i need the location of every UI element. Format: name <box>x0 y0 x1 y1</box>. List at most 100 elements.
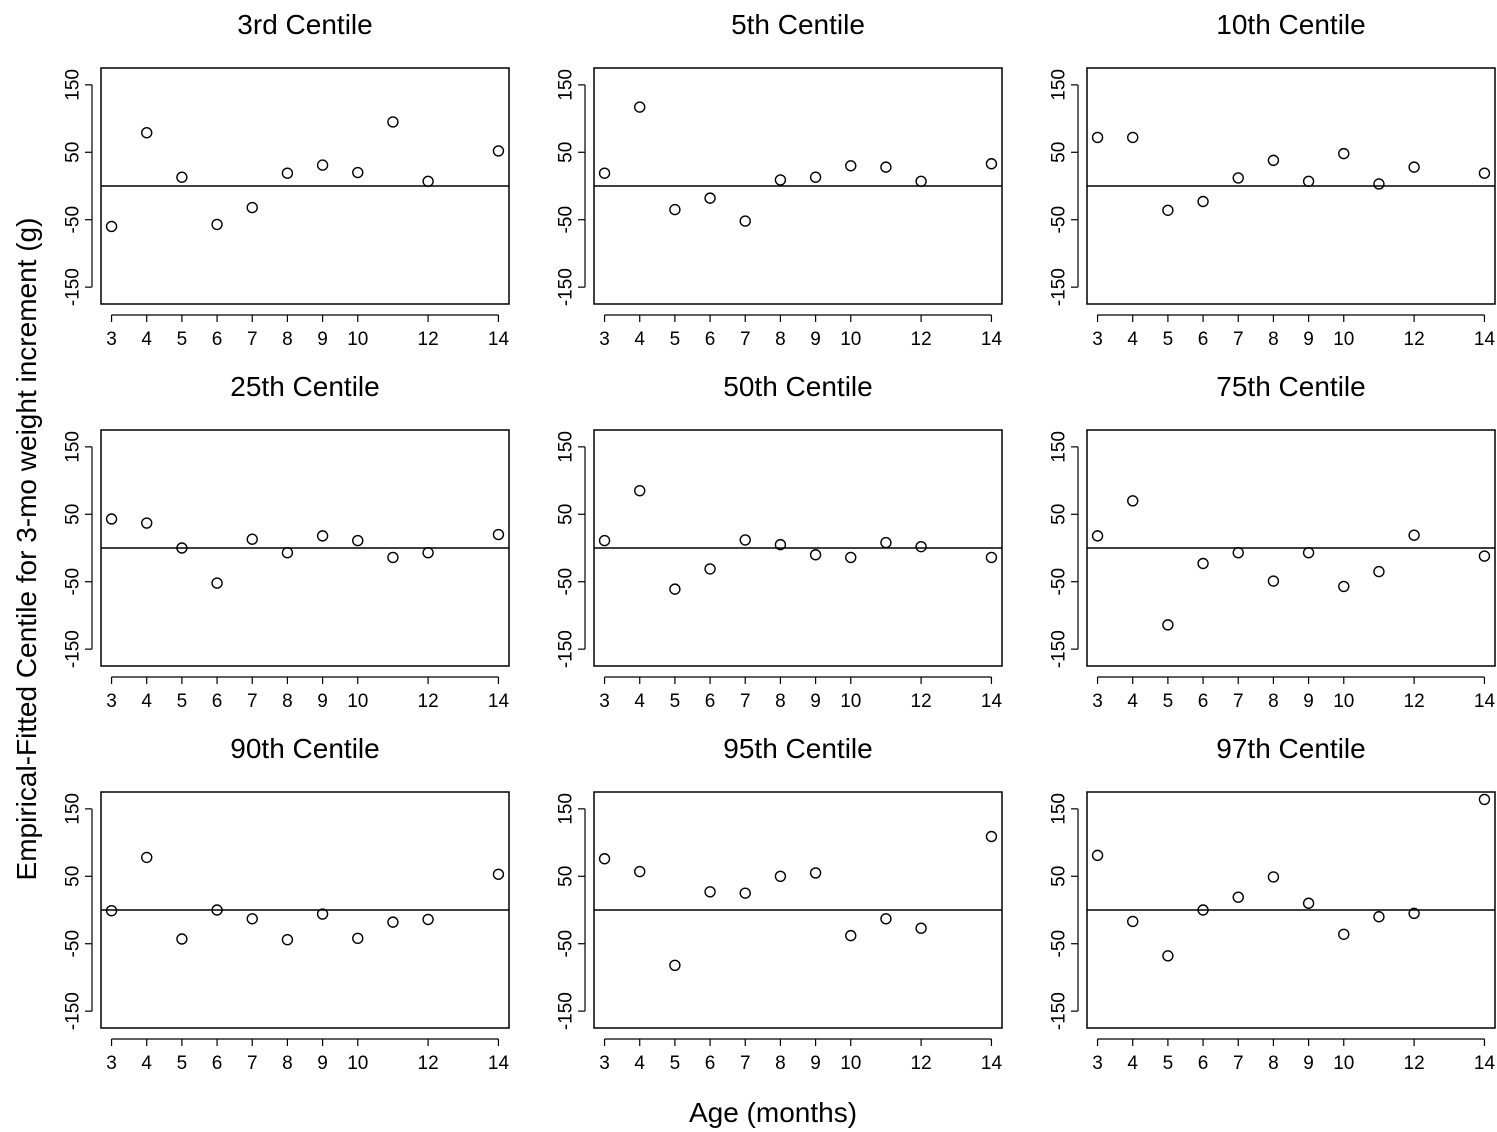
data-point <box>387 551 399 564</box>
x-tick-label: 6 <box>705 691 716 712</box>
data-point <box>352 534 364 547</box>
data-point <box>492 145 505 157</box>
data-point <box>422 547 434 559</box>
data-point <box>1338 147 1350 160</box>
panel-7: 90th Centile 3 4 5 6 7 8 9 10 12 14 -150 -50 50 150 <box>63 733 510 1074</box>
x-tick-label: 7 <box>1233 329 1244 350</box>
data-point <box>141 851 153 864</box>
x-tick-label: 14 <box>488 329 510 350</box>
x-tick-label: 14 <box>1474 329 1496 350</box>
data-point <box>387 116 399 128</box>
data-point <box>774 870 787 882</box>
x-tick-label: 8 <box>282 1053 293 1074</box>
x-tick-label: 3 <box>599 1053 610 1074</box>
data-point <box>352 932 364 945</box>
x-tick-label: 10 <box>347 1053 368 1074</box>
data-point <box>316 159 329 171</box>
y-tick-label: -150 <box>1049 268 1070 306</box>
data-point <box>704 563 716 575</box>
data-point <box>1197 557 1209 570</box>
panel-title: 10th Centile <box>1216 9 1365 40</box>
y-tick-label: 50 <box>63 866 84 887</box>
x-tick-label: 8 <box>1268 1053 1279 1074</box>
data-point <box>211 577 223 589</box>
data-point <box>634 101 646 113</box>
data-point <box>985 830 998 843</box>
x-tick-label: 10 <box>347 329 368 350</box>
y-tick-label: -50 <box>556 930 577 957</box>
y-tick-label: -50 <box>63 930 84 957</box>
x-tick-label: 12 <box>1404 329 1425 350</box>
data-point <box>880 913 892 925</box>
y-tick-label: 50 <box>556 142 577 163</box>
x-tick-label: 9 <box>1303 329 1314 350</box>
y-tick-label: 150 <box>1049 793 1070 825</box>
data-point <box>985 158 998 170</box>
data-point <box>105 513 118 525</box>
x-tick-label: 9 <box>810 329 821 350</box>
y-tick-label: 50 <box>556 504 577 525</box>
data-point <box>1267 575 1280 587</box>
data-point <box>422 175 434 187</box>
panel-6: 75th Centile 3 4 5 6 7 8 9 10 12 14 -150 -50 50 150 <box>1049 371 1496 712</box>
panel-title: 90th Centile <box>230 733 379 764</box>
data-point <box>1127 131 1139 144</box>
x-tick-label: 12 <box>418 329 439 350</box>
y-tick-label: 150 <box>1049 69 1070 101</box>
x-tick-label: 6 <box>1198 329 1209 350</box>
data-point <box>739 215 751 227</box>
data-point <box>316 530 329 542</box>
x-tick-label: 9 <box>810 1053 821 1074</box>
x-tick-label: 3 <box>106 329 117 350</box>
x-tick-label: 12 <box>911 329 932 350</box>
data-point <box>880 536 892 549</box>
x-tick-label: 4 <box>1127 329 1138 350</box>
panel-4: 25th Centile 3 4 5 6 7 8 9 10 12 14 -150 -50 50 150 <box>63 371 510 712</box>
y-tick-label: 150 <box>556 793 577 825</box>
panel-9: 97th Centile 3 4 5 6 7 8 9 10 12 14 -150 -50 50 150 <box>1049 733 1496 1074</box>
x-tick-label: 3 <box>599 329 610 350</box>
data-point <box>387 916 399 928</box>
x-tick-label: 9 <box>1303 691 1314 712</box>
data-point <box>176 542 188 554</box>
x-tick-label: 10 <box>1333 691 1354 712</box>
data-point <box>774 174 787 186</box>
data-point <box>598 534 611 547</box>
panel-1: 3rd Centile 3 4 5 6 7 8 9 10 12 14 -150 -50 50 150 <box>63 9 510 350</box>
x-tick-label: 3 <box>599 691 610 712</box>
data-point <box>1478 550 1491 562</box>
data-point <box>598 853 611 865</box>
data-point <box>176 171 188 183</box>
data-point <box>1267 154 1280 167</box>
x-tick-label: 5 <box>177 691 188 712</box>
x-tick-label: 7 <box>247 691 258 712</box>
panel-title: 95th Centile <box>723 733 872 764</box>
x-tick-label: 9 <box>317 329 328 350</box>
x-tick-label: 10 <box>347 691 368 712</box>
panel-8: 95th Centile 3 4 5 6 7 8 9 10 12 14 -150 -50 50 150 <box>556 733 1003 1074</box>
data-point <box>845 929 857 942</box>
x-tick-label: 14 <box>1474 1053 1496 1074</box>
data-point <box>1197 904 1209 916</box>
x-tick-label: 12 <box>1404 691 1425 712</box>
data-point <box>915 922 927 934</box>
panel-title: 97th Centile <box>1216 733 1365 764</box>
panel-title: 50th Centile <box>723 371 872 402</box>
data-point <box>1197 195 1209 208</box>
x-tick-label: 8 <box>1268 329 1279 350</box>
data-point <box>281 167 294 179</box>
y-tick-label: 50 <box>63 142 84 163</box>
x-tick-label: 6 <box>1198 691 1209 712</box>
x-tick-label: 7 <box>740 1053 751 1074</box>
data-point <box>880 161 892 173</box>
data-point <box>669 959 681 971</box>
x-tick-label: 4 <box>1127 1053 1138 1074</box>
x-axis-label: Age (months) <box>689 1097 857 1128</box>
data-point <box>1408 529 1420 541</box>
data-point <box>422 913 434 926</box>
y-tick-label: -150 <box>1049 992 1070 1030</box>
y-tick-label: 150 <box>63 793 84 825</box>
x-tick-label: 9 <box>1303 1053 1314 1074</box>
data-point <box>634 484 646 497</box>
data-point <box>1232 891 1244 903</box>
